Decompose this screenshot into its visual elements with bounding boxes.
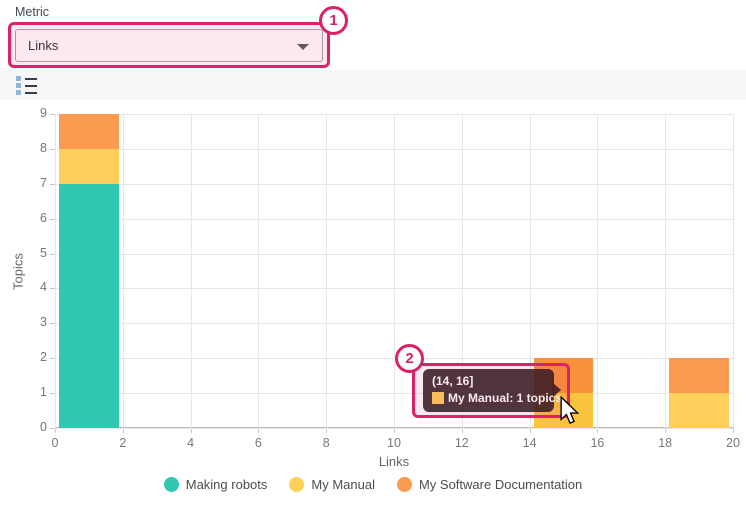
gridline-vertical	[122, 114, 124, 428]
legend-item[interactable]: My Manual	[289, 477, 375, 492]
list-icon	[16, 76, 37, 95]
bar-segment[interactable]	[669, 358, 729, 394]
x-tick-label: 6	[254, 436, 262, 450]
y-tick-label: 7	[40, 175, 47, 190]
y-tick-label: 5	[40, 245, 47, 260]
x-tick-mark	[529, 428, 531, 433]
x-tick-mark	[122, 428, 124, 433]
x-tick-label: 16	[590, 436, 605, 450]
y-axis-title: Topics	[10, 253, 26, 290]
x-tick-mark	[597, 428, 599, 433]
legend-label: My Manual	[311, 477, 375, 492]
y-tick-mark	[50, 288, 55, 290]
chevron-down-icon	[297, 44, 309, 50]
gridline-horizontal	[55, 393, 733, 395]
x-tick-label: 10	[387, 436, 401, 450]
y-tick-label: 1	[40, 385, 47, 400]
tooltip-series-swatch	[432, 392, 444, 404]
y-tick-label: 9	[40, 106, 47, 120]
metric-dropdown-value: Links	[28, 38, 59, 53]
gridline-vertical	[733, 114, 734, 428]
bar-segment[interactable]	[669, 393, 729, 428]
x-tick-mark	[665, 428, 667, 433]
x-tick-mark	[55, 428, 56, 433]
metric-field-label: Metric	[15, 5, 50, 19]
x-tick-label: 8	[322, 436, 330, 450]
gridline-vertical	[394, 114, 395, 428]
tooltip-caret	[553, 383, 561, 397]
chart-legend: Making robots My Manual My Software Docume…	[0, 477, 746, 492]
bar-segment[interactable]	[59, 114, 119, 149]
x-tick-mark	[258, 428, 260, 433]
gridline-vertical	[529, 114, 531, 428]
gridline-vertical	[597, 114, 599, 428]
y-tick-label: 8	[40, 140, 47, 155]
gridline-horizontal	[55, 114, 733, 115]
x-tick-label: 18	[658, 436, 673, 450]
y-tick-label: 3	[40, 315, 47, 330]
y-tick-label: 6	[40, 210, 47, 225]
x-tick-mark	[326, 428, 328, 433]
gridline-horizontal	[55, 253, 733, 255]
callout-number-1: 1	[319, 6, 348, 35]
gridline-vertical	[665, 114, 667, 428]
gridline-vertical	[55, 114, 56, 428]
plot-area: 0 2 4 6 8 10 12 14 16 18 20 0 1 2 3 4 5 6 7 8 9	[40, 106, 740, 450]
x-tick-label: 12	[454, 436, 469, 450]
x-tick-label: 2	[119, 436, 127, 450]
gridline-vertical	[190, 114, 192, 428]
tooltip-title: (14, 16]	[432, 374, 474, 388]
legend-dot-icon	[163, 477, 179, 492]
legend-dot-icon	[289, 477, 305, 492]
legend-label: Making robots	[185, 477, 268, 492]
y-tick-label: 0	[40, 420, 47, 434]
x-tick-label: 0	[51, 436, 59, 450]
bar-segment[interactable]	[59, 183, 119, 428]
legend-item[interactable]: My Software Documentation	[396, 477, 583, 492]
gridline-vertical	[461, 114, 463, 428]
gridline-horizontal	[55, 428, 733, 429]
gridline-vertical	[326, 114, 328, 428]
x-tick-label: 14	[522, 436, 537, 450]
x-axis-title: Links	[378, 454, 410, 469]
gridline-horizontal	[55, 288, 733, 290]
y-tick-mark	[50, 218, 55, 220]
y-tick-mark	[50, 358, 55, 360]
y-tick-mark	[50, 393, 55, 395]
x-tick-mark	[394, 428, 395, 433]
legend-item[interactable]: Making robots	[163, 477, 268, 492]
y-tick-mark	[50, 428, 55, 429]
legend-dot-icon	[396, 477, 412, 492]
x-tick-mark	[733, 428, 734, 433]
x-tick-label: 4	[187, 436, 195, 450]
y-tick-mark	[50, 323, 55, 325]
x-tick-mark	[461, 428, 463, 433]
metric-dropdown[interactable]: Links	[15, 29, 323, 62]
bar-segment[interactable]	[59, 148, 119, 184]
y-tick-mark	[50, 148, 55, 150]
y-tick-mark	[50, 114, 55, 115]
gridline-vertical	[258, 114, 260, 428]
chart-tooltip: (14, 16] My Manual: 1 topics	[423, 369, 562, 412]
x-tick-label: 20	[726, 436, 740, 450]
y-tick-mark	[50, 253, 55, 255]
gridline-horizontal	[55, 218, 733, 220]
y-tick-mark	[50, 183, 55, 185]
legend-label: My Software Documentation	[418, 477, 583, 492]
gridline-horizontal	[55, 148, 733, 150]
x-tick-mark	[190, 428, 192, 433]
list-options-button[interactable]	[16, 75, 38, 95]
y-tick-label: 4	[40, 280, 47, 295]
y-tick-label: 2	[40, 350, 47, 365]
gridline-horizontal	[55, 323, 733, 325]
gridline-horizontal	[55, 183, 733, 185]
tooltip-text: My Manual: 1 topics	[448, 391, 563, 405]
chart-toolbar	[0, 70, 746, 100]
gridline-horizontal	[55, 358, 733, 360]
